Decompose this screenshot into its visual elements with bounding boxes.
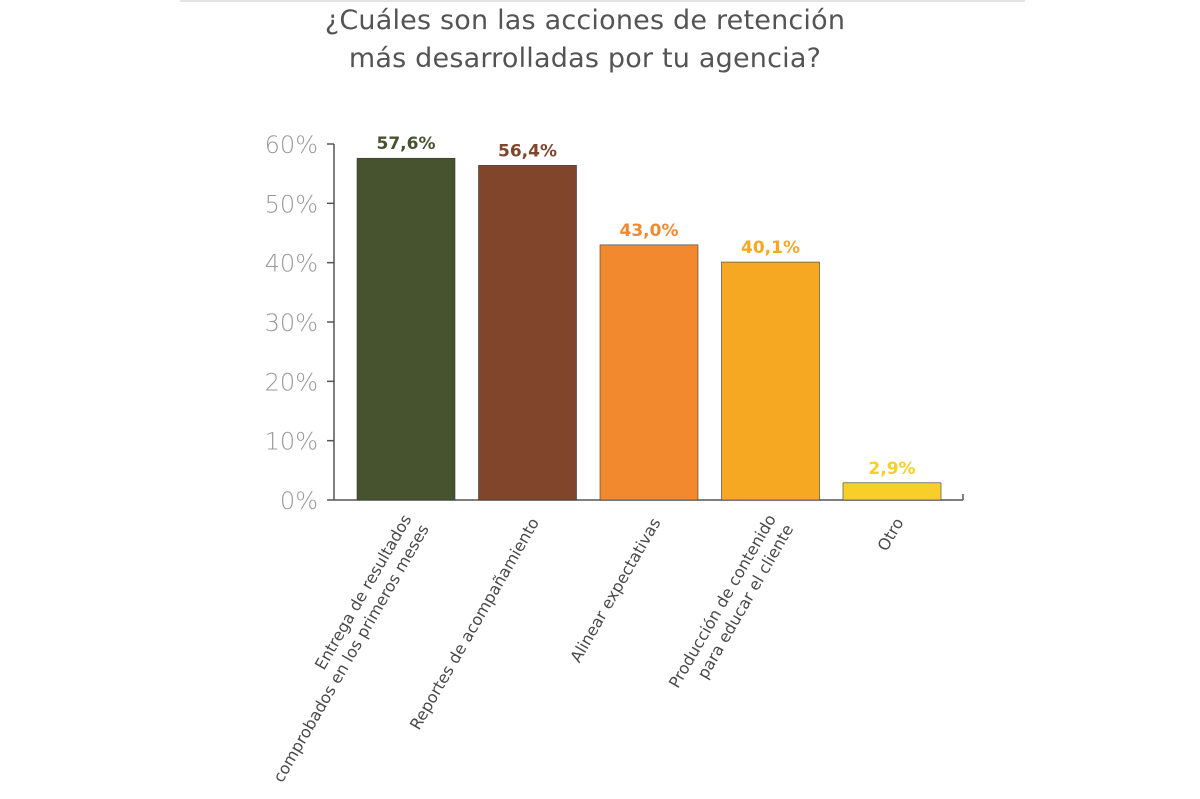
y-tick-label: 10% — [265, 428, 318, 456]
bar — [356, 157, 456, 501]
chart-title: ¿Cuáles son las acciones de retención má… — [0, 2, 1170, 78]
category-label: Reportes de acompañamiento — [406, 515, 543, 734]
bar — [478, 165, 577, 501]
y-tick-label: 20% — [265, 368, 318, 396]
value-label: 43,0% — [620, 221, 679, 241]
category-label: Producción de contenidopara educar el cl… — [665, 511, 797, 701]
bar — [842, 482, 942, 501]
category-label-line: Producción de contenido — [665, 511, 780, 691]
value-label: 40,1% — [741, 238, 800, 258]
category-label: Alinear expectativas — [566, 515, 664, 666]
bar — [721, 261, 820, 501]
category-label-line: Reportes de acompañamiento — [406, 515, 543, 734]
y-tick-label: 50% — [265, 190, 318, 218]
top-rule — [180, 0, 1025, 2]
y-tick-label: 60% — [265, 131, 318, 159]
chart-title-line-1: ¿Cuáles son las acciones de retención — [324, 5, 846, 36]
chart-title-line-2: más desarrolladas por tu agencia? — [348, 43, 822, 74]
category-label-line: Otro — [874, 515, 908, 555]
category-label: Entrega de resultadoscomprobados en los … — [252, 511, 433, 785]
y-tick-label: 0% — [280, 487, 318, 515]
value-label: 57,6% — [377, 134, 436, 154]
y-tick-label: 40% — [265, 250, 318, 278]
value-label: 2,9% — [868, 459, 915, 479]
bar — [599, 244, 699, 501]
category-label-line: comprobados en los primeros meses — [269, 521, 433, 785]
value-label: 56,4% — [498, 141, 557, 161]
category-label: Otro — [874, 515, 908, 555]
y-tick-label: 30% — [265, 309, 318, 337]
category-label-line: Alinear expectativas — [566, 515, 664, 666]
